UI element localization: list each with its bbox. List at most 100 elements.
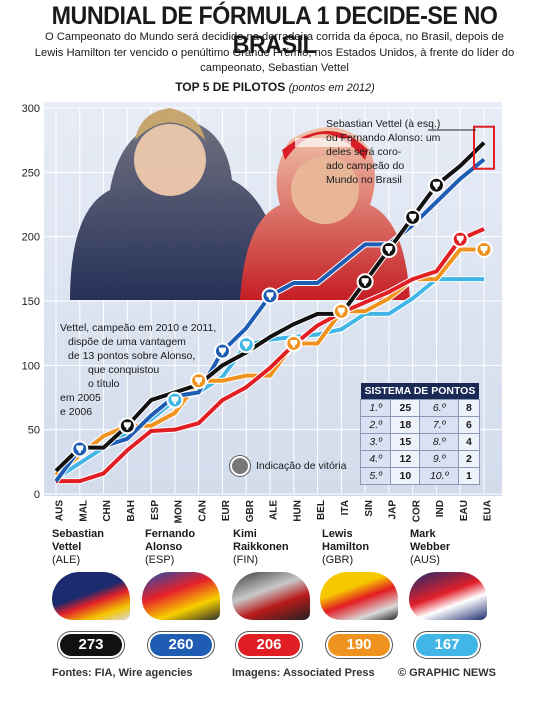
trophy-icon — [337, 307, 345, 316]
driver-first-name: Sebastian — [52, 528, 104, 540]
points-badge-vettel: 273 — [60, 634, 122, 656]
points-value: 1 — [457, 467, 480, 485]
chart-subtitle: (pontos em 2012) — [288, 82, 375, 94]
x-tick-label: MAL — [78, 500, 89, 522]
x-tick-label: CHN — [102, 500, 113, 522]
callout-vettel-line: dispõe de uma vantagem — [68, 336, 186, 348]
trophy-icon — [409, 213, 417, 222]
x-tick-label: COR — [411, 499, 422, 522]
headline: MUNDIAL DE FÓRMULA 1 DECIDE-SE NO BRASIL — [51, 2, 498, 59]
x-tick-label: EUR — [221, 499, 232, 521]
trophy-icon — [76, 445, 84, 453]
points-position: 2.º — [359, 416, 392, 434]
driver-country: (FIN) — [233, 554, 259, 566]
callout-decider-line: ado campeão do — [326, 160, 405, 172]
helmet-hamilton-icon — [320, 572, 398, 620]
driver-country: (AUS) — [410, 554, 440, 566]
trophy-icon — [171, 396, 179, 405]
points-value: 4 — [457, 433, 480, 451]
points-value: 18 — [390, 416, 421, 434]
driver-label-raikkonen: Kimi Raikkonen (FIN) — [233, 528, 289, 567]
y-tick-label: 50 — [28, 425, 40, 437]
trophy-icon — [290, 339, 298, 348]
driver-photos — [70, 108, 410, 300]
footer-images: Imagens: Associated Press — [232, 667, 375, 679]
x-tick-label: HUN — [292, 500, 303, 522]
callout-vettel-line: o título — [88, 378, 120, 390]
trophy-icon — [123, 422, 131, 430]
x-tick-label: EUA — [483, 500, 494, 521]
trophy-icon — [480, 246, 488, 254]
y-tick-label: 200 — [22, 232, 40, 244]
points-position: 8.º — [419, 433, 459, 451]
trophy-icon — [432, 181, 440, 190]
series-line — [56, 227, 485, 484]
callout-decider-line: deles será coro- — [326, 146, 402, 158]
x-tick-label: IND — [435, 500, 446, 517]
driver-label-webber: Mark Webber (AUS) — [410, 528, 450, 567]
points-position: 5.º — [359, 467, 392, 485]
trophy-icon — [456, 235, 464, 244]
helmet-vettel-icon — [52, 572, 130, 620]
vettel-face — [134, 124, 206, 196]
points-value: 12 — [390, 450, 421, 468]
x-tick-label: BAH — [126, 500, 137, 522]
points-badge-raikkonen: 206 — [238, 634, 300, 656]
y-tick-label: 100 — [22, 360, 40, 372]
driver-first-name: Mark — [410, 528, 436, 540]
x-tick-label: EAU — [459, 500, 470, 521]
callout-vettel-line: em 2005 — [60, 392, 101, 404]
points-value: 8 — [457, 399, 480, 417]
points-badge-webber: 167 — [416, 634, 478, 656]
trophy-icon — [230, 456, 250, 476]
callout-vettel-line: que conquistou — [88, 364, 160, 376]
points-value: 10 — [390, 467, 421, 485]
callout-vettel-line: e 2006 — [60, 406, 93, 418]
vettel-photo — [70, 118, 290, 300]
intro-text: O Campeonato do Mundo será decidido na d… — [34, 31, 515, 74]
callout-decider-line: Mundo no Brasil — [326, 174, 402, 186]
driver-first-name: Kimi — [233, 528, 257, 540]
points-position: 9.º — [419, 450, 459, 468]
driver-last-name: Hamilton — [322, 541, 370, 553]
driver-first-name: Fernando — [145, 528, 196, 540]
helmet-raikkonen-icon — [232, 572, 310, 620]
alonso-face — [291, 156, 359, 224]
x-tick-label: GBR — [245, 499, 256, 522]
driver-last-name: Webber — [410, 541, 451, 553]
x-tick-label: SIN — [364, 500, 375, 517]
x-tick-label: MON — [174, 500, 185, 523]
points-position: 6.º — [419, 399, 459, 417]
trophy-icon — [242, 341, 250, 349]
points-value: 25 — [390, 399, 421, 417]
driver-label-alonso: Fernando Alonso (ESP) — [145, 528, 195, 567]
y-tick-label: 250 — [22, 167, 40, 179]
y-tick-label: 0 — [34, 489, 40, 501]
win-legend: Indicação de vitória — [230, 456, 346, 476]
callout-decider-line: Sebastian Vettel (à esq.) — [326, 118, 441, 130]
driver-country: (GBR) — [322, 554, 354, 566]
decider-box — [473, 125, 495, 170]
helmet-alonso-icon — [142, 572, 220, 620]
footer-sources: Fontes: FIA, Wire agencies — [52, 667, 193, 679]
trophy-icon — [361, 278, 369, 286]
points-value: 6 — [457, 416, 480, 434]
trophy-icon — [385, 246, 393, 254]
driver-country: (ALE) — [52, 554, 81, 566]
x-tick-label: CAN — [197, 500, 208, 522]
x-tick-label: JAP — [388, 500, 399, 520]
x-tick-label: BEL — [316, 500, 327, 520]
callout-vettel-line: Vettel, campeão em 2010 e 2011, — [60, 322, 217, 334]
driver-last-name: Raikkonen — [233, 541, 289, 553]
points-position: 3.º — [359, 433, 392, 451]
points-badge-hamilton: 190 — [328, 634, 390, 656]
trophy-icon — [218, 347, 226, 356]
trophy-icon — [195, 377, 203, 385]
points-value: 15 — [390, 433, 421, 451]
points-value: 2 — [457, 450, 480, 468]
driver-label-vettel: Sebastian Vettel (ALE) — [52, 528, 104, 567]
callout-vettel-line: de 13 pontos sobre Alonso, — [68, 350, 196, 362]
helmet-webber-icon — [409, 572, 487, 620]
callout-decider: Sebastian Vettel (à esq.) ou Fernando Al… — [326, 117, 462, 187]
points-position: 1.º — [359, 399, 392, 417]
